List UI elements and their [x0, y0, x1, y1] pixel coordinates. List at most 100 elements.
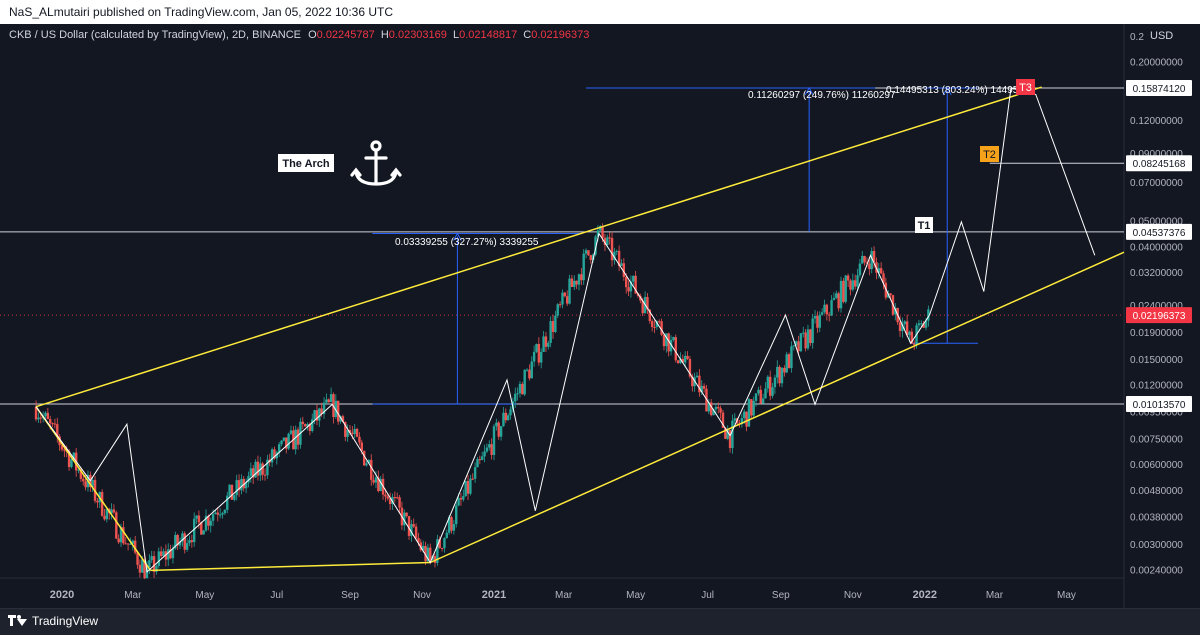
tradingview-brand[interactable]: TradingView [8, 614, 98, 628]
arch-label: The Arch [282, 158, 330, 170]
candle-body [879, 268, 883, 274]
candle-body [865, 262, 869, 264]
channel-base-line [150, 561, 431, 572]
candle-body [344, 422, 347, 437]
candle-body [459, 498, 463, 500]
candle-body [384, 494, 387, 497]
y-tick-label: 0.02400000 [1130, 301, 1183, 312]
candle-body [584, 250, 588, 254]
candle-body [362, 450, 366, 466]
candle-body [653, 326, 656, 328]
candle-body [478, 459, 482, 461]
x-tick-label: Sep [772, 590, 790, 601]
candle-body [688, 358, 692, 377]
candle-body [766, 376, 770, 389]
candle-body [473, 467, 477, 479]
horizontal-levels[interactable] [0, 87, 1124, 405]
candle-body [218, 514, 222, 516]
y-tick-label: 0.09000000 [1130, 149, 1183, 160]
axis-ticks: 0.2 0.20000000 0.12000000 0.09000000 0.07000… [50, 32, 1184, 601]
candle-body [143, 559, 146, 579]
candle-body [589, 255, 592, 261]
y-tick-label: 0.20000000 [1130, 57, 1183, 68]
candle-body [903, 321, 906, 325]
x-tick-label: 2021 [482, 589, 506, 601]
channel-lines[interactable] [35, 86, 1125, 572]
candle-body [379, 478, 382, 492]
candle-body [266, 459, 269, 476]
candle-body [773, 377, 777, 388]
projection-path-line [929, 87, 1096, 316]
candle-body [542, 336, 545, 352]
candle-body [145, 567, 149, 579]
candle-body [912, 343, 916, 345]
candle-body [67, 450, 71, 468]
candle-body [525, 369, 529, 371]
candle-body [306, 423, 309, 427]
candle-body [658, 321, 661, 323]
candle-body [641, 300, 644, 314]
candle-body [133, 540, 137, 553]
candle-body [802, 332, 805, 334]
legend-h-value: 0.02303169 [389, 29, 447, 41]
candle-body [190, 540, 194, 543]
candle-body [192, 518, 196, 543]
candle-body [325, 399, 328, 403]
candle-body [197, 515, 201, 523]
candle-body [339, 416, 342, 422]
candle-body [315, 410, 319, 421]
candle-body [358, 436, 361, 443]
chart-svg[interactable]: CKB / US Dollar (calculated by TradingVi… [0, 24, 1200, 608]
candle-body [920, 323, 923, 325]
swing-path[interactable] [35, 87, 1096, 573]
candle-body [421, 545, 425, 551]
arch-label-box[interactable] [278, 154, 334, 172]
candle-body [242, 478, 245, 489]
y-tick-label: 0.12000000 [1130, 116, 1183, 127]
candle-body [518, 383, 522, 394]
candle-body [141, 559, 144, 573]
measure-3-label: 0.14495313 (803.24%) 14495313 [886, 85, 1035, 96]
candle-body [636, 293, 640, 296]
candle-body [433, 556, 437, 563]
candle-body [273, 449, 276, 459]
candle-body [204, 515, 208, 531]
candle-body [167, 549, 170, 560]
candle-body [785, 354, 788, 373]
candle-body [596, 230, 600, 237]
y-tick-label: 0.00950000 [1130, 407, 1183, 418]
t1-label: T1 [918, 220, 931, 232]
t3-label: T3 [1019, 82, 1032, 94]
level-price-label-box [1126, 223, 1192, 240]
candle-body [776, 366, 779, 378]
candle-body [724, 427, 727, 439]
candle-body [280, 440, 283, 445]
t2-box[interactable] [980, 146, 999, 162]
candle-body [455, 505, 458, 525]
candle-body [627, 287, 630, 292]
chart-area[interactable]: CKB / US Dollar (calculated by TradingVi… [0, 24, 1200, 608]
candle-body [778, 366, 781, 384]
t3-box[interactable] [1016, 79, 1035, 95]
candle-body [608, 237, 611, 239]
legend-o-label: O [308, 29, 317, 41]
candle-body [495, 422, 498, 427]
candle-body [799, 333, 803, 352]
measure-tools[interactable] [372, 87, 978, 405]
candle-body [887, 293, 890, 298]
candle-body [129, 543, 132, 545]
candle-body [289, 430, 293, 434]
candle-body [483, 451, 486, 457]
candle-body [341, 416, 345, 423]
candle-body [320, 408, 323, 414]
t1-box[interactable] [915, 217, 933, 233]
candle-body [740, 418, 744, 425]
candle-body [285, 437, 288, 449]
candle-body [235, 480, 238, 496]
candle-body [509, 409, 512, 416]
candle-body [126, 543, 130, 545]
candle-body [96, 500, 99, 503]
candle-body [209, 520, 212, 526]
candle-body [497, 422, 500, 437]
candle-body [308, 423, 312, 431]
